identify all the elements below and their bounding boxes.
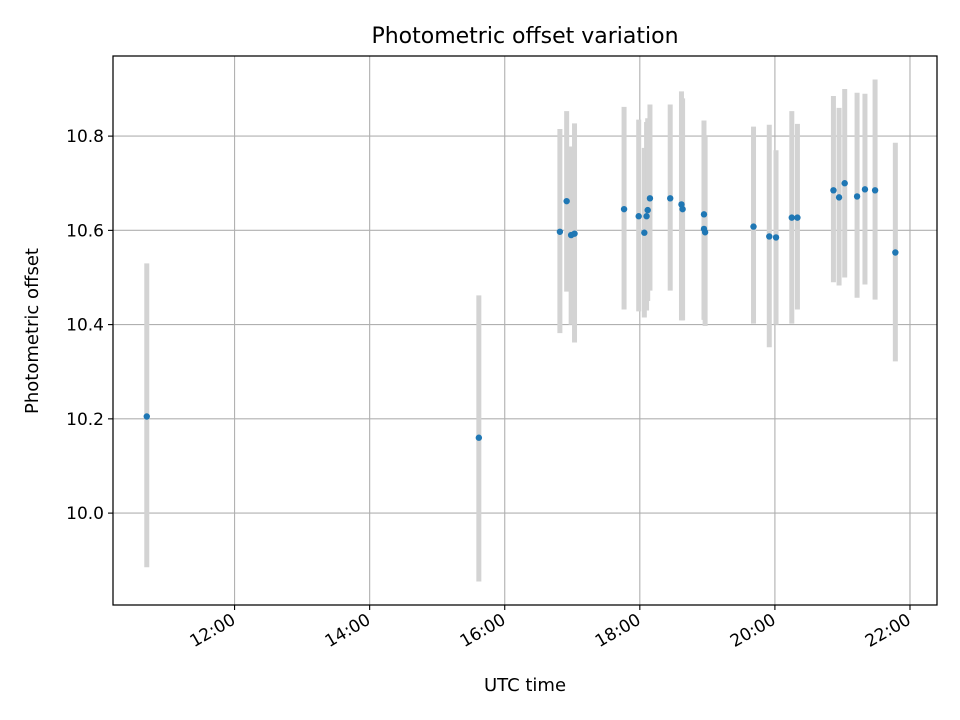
y-axis-ticks: 10.0 10.2 10.4 10.6 10.8 — [66, 127, 113, 524]
data-point — [143, 413, 150, 420]
data-point — [750, 223, 757, 230]
data-point — [620, 205, 628, 213]
data-point — [701, 229, 709, 236]
data-point — [635, 213, 642, 220]
data-point — [788, 214, 795, 221]
data-point — [475, 434, 483, 441]
data-point — [679, 205, 686, 213]
data-point — [871, 187, 879, 194]
y-tick-label: 10.4 — [66, 316, 104, 336]
data-point — [861, 186, 869, 193]
data-point — [571, 230, 578, 237]
y-tick-label: 10.8 — [66, 127, 104, 147]
plot-area — [113, 56, 937, 605]
y-tick-label: 10.0 — [66, 504, 104, 524]
data-point — [841, 180, 848, 187]
data-point — [641, 229, 648, 236]
y-tick-label: 10.6 — [66, 221, 104, 241]
plot-frame — [112, 55, 938, 606]
chart-title: Photometric offset variation — [371, 24, 678, 49]
data-point — [700, 211, 708, 218]
x-axis-label: UTC time — [484, 675, 566, 696]
data-point — [643, 213, 650, 220]
data-point — [556, 228, 564, 235]
data-point — [892, 249, 899, 256]
data-point — [835, 194, 843, 201]
y-axis-label: Photometric offset — [22, 248, 43, 414]
data-point — [766, 233, 773, 240]
y-tick-label: 10.2 — [66, 410, 104, 430]
data-point — [644, 206, 651, 214]
data-point — [667, 195, 674, 202]
data-point — [646, 195, 654, 202]
data-point — [794, 214, 801, 221]
data-point — [563, 197, 570, 205]
data-point — [772, 234, 780, 241]
data-point — [853, 193, 861, 200]
data-point — [830, 187, 837, 194]
data-points — [143, 180, 899, 441]
